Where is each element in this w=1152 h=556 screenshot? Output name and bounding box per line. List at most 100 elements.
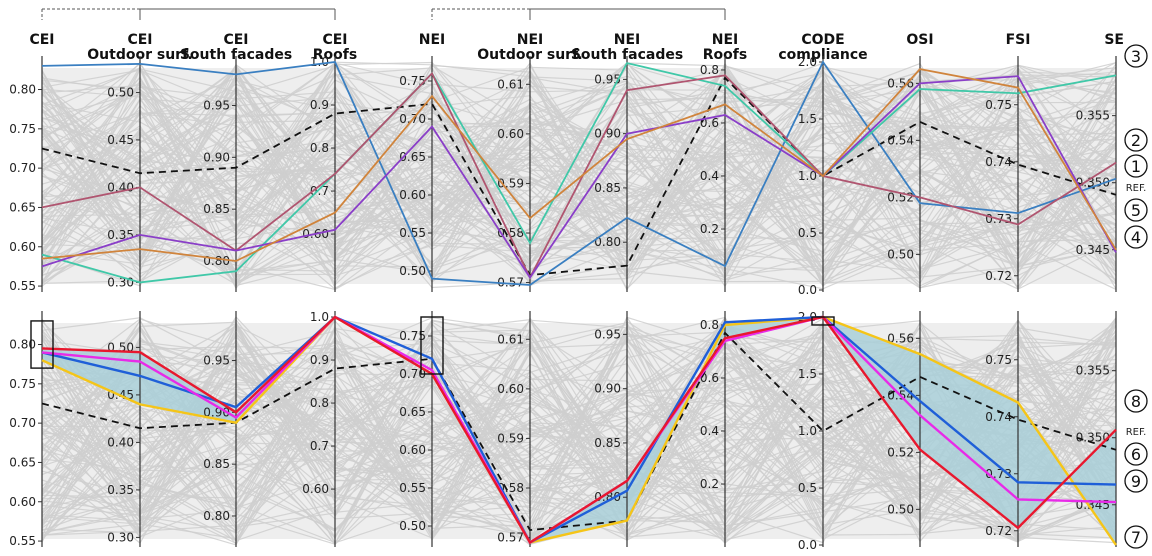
tick-label: 0.75 <box>9 377 36 391</box>
background-line <box>41 71 1117 284</box>
background-line <box>41 92 1117 273</box>
tick-label: 0.75 <box>399 329 426 343</box>
background-line <box>41 80 1117 284</box>
background-line <box>41 61 1117 258</box>
axis-nei_r: 0.80.60.40.2 <box>700 56 726 292</box>
axis-nei_r: 0.80.60.40.2 <box>700 311 726 547</box>
tick-label: 0.2 <box>700 222 719 236</box>
axis-label-cei_sf: South facades <box>180 47 292 63</box>
axis-cei_r: 1.0 0.9 0.8 0.7 0.60 <box>302 310 336 547</box>
tick-label: 0.4 <box>700 169 719 183</box>
series-line-ref <box>41 76 1117 277</box>
tick-label: 0.55 <box>399 481 426 495</box>
bracket-solid <box>139 8 336 20</box>
tick-label: 0.65 <box>9 200 36 214</box>
tick-label: 1.0 <box>798 169 817 183</box>
tick-label: 0.72 <box>985 269 1012 283</box>
marker-circle <box>1124 469 1148 493</box>
selection-box <box>811 316 835 326</box>
marker-circle <box>1124 225 1148 249</box>
tick-label: 0.350 <box>1076 431 1110 445</box>
tick-label: 0.80 <box>9 83 36 97</box>
tick-label: 0.55 <box>9 279 36 293</box>
panel-bottom: 0.800.750.700.650.600.550.500.450.400.35… <box>9 310 1148 552</box>
tick-label: 0.50 <box>107 85 134 99</box>
tick-label: 0.35 <box>107 483 134 497</box>
marker-circle <box>1124 198 1148 222</box>
marker-number: 1 <box>1131 157 1141 176</box>
series-line-3 <box>41 60 1117 286</box>
tick-label: 2.0 <box>798 55 817 69</box>
tick-label: 0.40 <box>107 180 134 194</box>
marker-number: 8 <box>1131 392 1141 411</box>
background-line <box>41 329 1117 511</box>
tick-label: 0.60 <box>497 127 524 141</box>
series-line-4 <box>41 68 1117 262</box>
marker-circle <box>1124 389 1148 413</box>
axis-label-fsi: FSI <box>1006 32 1031 48</box>
tick-label: 0.8 <box>700 318 719 332</box>
tick-label: 0.75 <box>985 353 1012 367</box>
background-line <box>41 65 1117 279</box>
tick-label: 0.4 <box>700 424 719 438</box>
background-line <box>41 74 1117 266</box>
marker-number: 3 <box>1131 47 1141 66</box>
axis-code: 2.0 1.5 1.0 0.5 0.0 <box>798 55 824 297</box>
series-line-ref <box>41 331 1117 532</box>
tick-label: 0.60 <box>9 495 36 509</box>
tick-label: 0.345 <box>1076 243 1110 257</box>
ref-label: REF. <box>1126 427 1147 438</box>
marker-circle <box>1124 128 1148 152</box>
tick-label: 1.0 <box>310 55 329 69</box>
background-line <box>41 97 1117 287</box>
axis-label-cei_sf: CEI <box>223 32 248 48</box>
axis-label-code: CODE <box>801 32 844 48</box>
tick-label: 0.50 <box>399 519 426 533</box>
series-line-7 <box>41 315 1117 546</box>
tick-label: 0.75 <box>9 122 36 136</box>
tick-label: 0.60 <box>497 382 524 396</box>
tick-label: 0.70 <box>399 367 426 381</box>
background-line <box>41 94 1117 279</box>
tick-label: 0.350 <box>1076 176 1110 190</box>
axis-label-cei: CEI <box>29 32 54 48</box>
background-line <box>41 78 1117 271</box>
background-line <box>41 318 1117 525</box>
marker-number: 7 <box>1131 528 1141 547</box>
tick-label: 0.40 <box>107 435 134 449</box>
tick-label: 0.95 <box>594 327 621 341</box>
tick-label: 0.55 <box>9 534 36 548</box>
tick-label: 0.85 <box>203 202 230 216</box>
background-line <box>41 337 1117 530</box>
tick-label: 0.61 <box>497 77 524 91</box>
series-markers: 8 REF. 6 9 7 <box>1124 389 1148 549</box>
axis-label-cei_os: Outdoor surf. <box>87 47 192 63</box>
axis-label-nei_sf: NEI <box>614 32 641 48</box>
tick-label: 0.90 <box>203 150 230 164</box>
background-line <box>41 72 1117 284</box>
tick-label: 1.0 <box>798 424 817 438</box>
series-markers: 3 2 1 REF. 5 4 <box>1124 44 1148 249</box>
background-line <box>41 82 1117 288</box>
axis-label-osi: OSI <box>906 32 933 48</box>
tick-label: 0.75 <box>399 74 426 88</box>
background-line <box>41 65 1117 291</box>
tick-label: 0.5 <box>798 226 817 240</box>
selection-box <box>30 320 54 369</box>
axis-label-nei_r: Roofs <box>703 47 747 63</box>
background-line <box>41 88 1117 285</box>
background-line <box>41 85 1117 289</box>
axis-label-nei: NEI <box>419 32 446 48</box>
tick-label: 0.50 <box>399 264 426 278</box>
axis-cei: 0.80 0.75 0.70 0.65 0.60 0.55 <box>9 56 43 293</box>
selection-box <box>420 316 444 375</box>
tick-label: 0.80 <box>203 254 230 268</box>
tick-label: 0.0 <box>798 538 817 552</box>
panel-top: 0.800.750.700.650.600.550.500.450.400.35… <box>9 44 1148 297</box>
tick-label: 0.90 <box>594 382 621 396</box>
marker-number: 9 <box>1131 472 1141 491</box>
marker-circle <box>1124 44 1148 68</box>
marker-circle <box>1124 442 1148 466</box>
